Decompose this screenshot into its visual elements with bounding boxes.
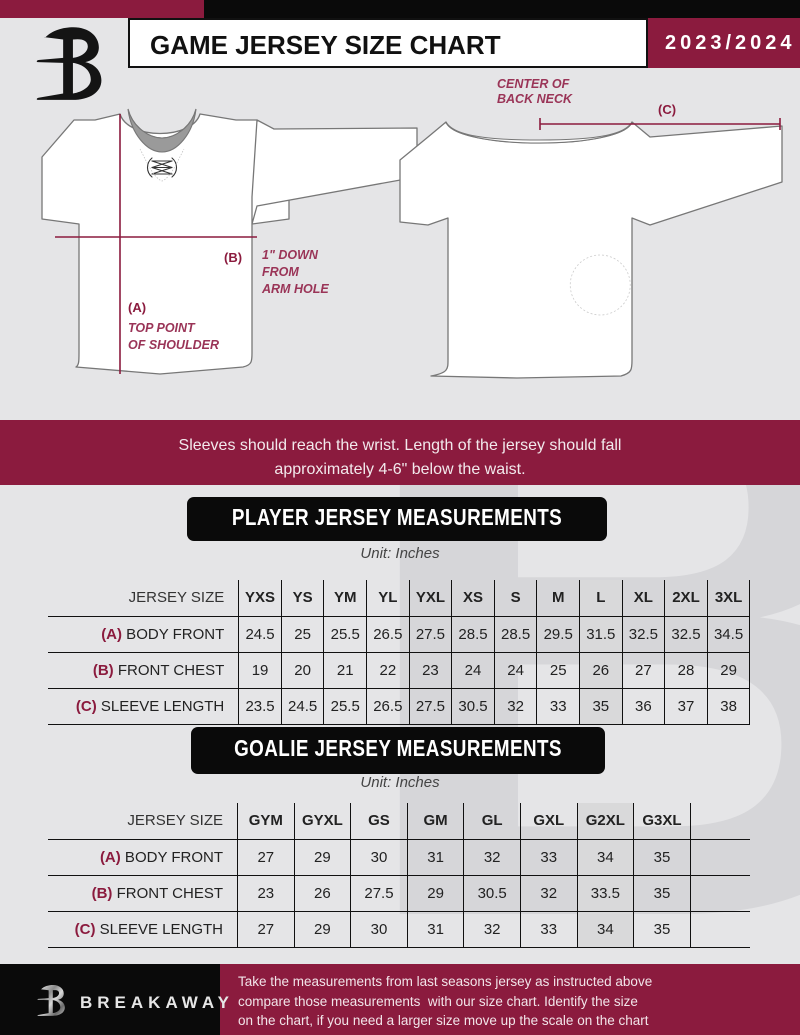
svg-text:FROM: FROM [262, 265, 299, 279]
svg-text:OF SHOULDER: OF SHOULDER [128, 338, 219, 352]
svg-text:CENTER OF: CENTER OF [497, 77, 570, 91]
svg-text:BACK NECK: BACK NECK [497, 92, 573, 106]
svg-text:ARM HOLE: ARM HOLE [261, 282, 329, 296]
svg-text:1" DOWN: 1" DOWN [262, 248, 319, 262]
svg-text:(A): (A) [128, 300, 146, 315]
svg-text:(B): (B) [224, 250, 242, 265]
svg-text:TOP POINT: TOP POINT [128, 321, 196, 335]
svg-text:(C): (C) [658, 102, 676, 117]
